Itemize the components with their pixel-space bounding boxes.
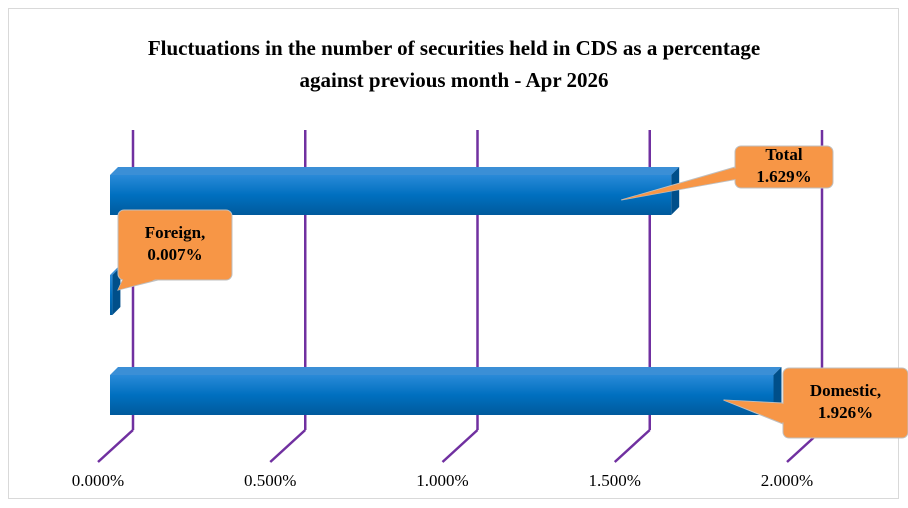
bar-front [110,175,672,215]
bar-front [110,275,113,315]
category-label: Total [765,145,802,164]
grid-floor-line [613,429,651,463]
x-tick-label: 1.500% [589,471,641,490]
x-tick-label: 1.000% [416,471,468,490]
data-label: 1.926% [818,403,873,422]
bar [110,367,782,415]
bar-top [110,367,782,375]
x-tick-label: 0.500% [244,471,296,490]
callout-box [734,145,834,189]
data-label: 0.007% [147,245,202,264]
callout-pointer-fill [723,400,785,423]
chart-border [8,8,899,499]
bar-top [110,167,680,175]
grid-floor-line [441,429,479,463]
x-tick-label: 2.000% [761,471,813,490]
callout-box [117,209,233,281]
category-label: Domestic, [810,381,881,400]
callout-pointer-fill [621,168,737,200]
x-tick-label: 0.000% [72,471,124,490]
data-label: 1.629% [756,167,811,186]
bar [110,167,680,215]
grid-floor-line [269,429,307,463]
bar-end [112,267,121,315]
category-label: Foreign, [145,223,206,242]
bar-front [110,375,774,415]
chart-title: Fluctuations in the number of securities… [147,36,761,92]
bar-end [671,167,680,215]
callout-pointer-fill [118,267,157,290]
grid-floor-line [97,429,134,463]
callout-box [782,367,908,439]
